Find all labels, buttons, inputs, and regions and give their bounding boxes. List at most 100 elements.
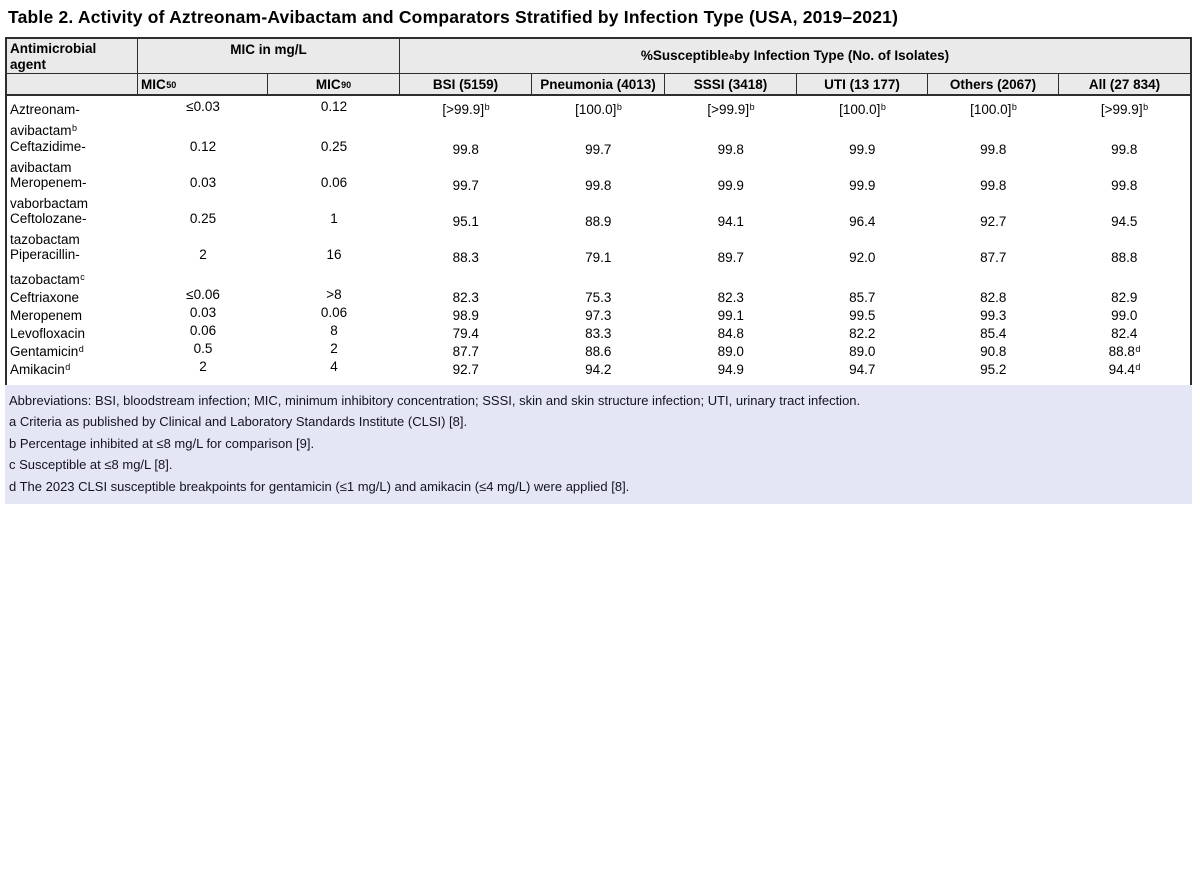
- table-row: Ceftolozane- tazobactam 0.25 1 95.1 88.9…: [7, 210, 1190, 247]
- susceptibility-value: 99.5: [849, 308, 876, 323]
- mic50-value: 0.03: [189, 305, 217, 320]
- susceptibility-value: 85.4: [980, 326, 1007, 341]
- susceptibility-value: 94.2: [585, 362, 612, 377]
- agent-name: Amikacind: [10, 362, 71, 377]
- table-row: Ceftazidime- avibactam 0.12 0.25 99.8 99…: [7, 138, 1190, 175]
- table-title: Table 2. Activity of Aztreonam-Avibactam…: [8, 7, 899, 27]
- col-all: All (27 834): [1088, 76, 1161, 92]
- col-others: Others (2067): [928, 74, 1059, 94]
- susceptibility-value: 92.7: [980, 214, 1007, 229]
- col-sssi: SSSI (3418): [665, 74, 797, 94]
- footnote-abbreviations: Abbreviations: BSI, bloodstream infectio…: [9, 393, 861, 408]
- col-group-susceptible: %Susceptible a by Infection Type (No. of …: [400, 39, 1190, 74]
- agent-name: Levofloxacin: [10, 326, 86, 341]
- agent-name: Gentamicind: [10, 344, 84, 359]
- col-mic50: MIC 50: [138, 74, 268, 94]
- mic50-value: 2: [199, 247, 207, 262]
- susceptibility-value: 79.1: [585, 250, 612, 265]
- susceptibility-value: 99.3: [980, 308, 1007, 323]
- susceptibility-value: 88.3: [452, 250, 479, 265]
- mic50-value: ≤0.06: [186, 287, 220, 302]
- susceptibility-value: 99.9: [849, 178, 876, 193]
- susceptibility-value: 99.8: [980, 142, 1007, 157]
- susceptibility-value: 88.8: [1111, 250, 1138, 265]
- susceptibility-value: 79.4: [452, 326, 479, 341]
- agent-name: Aztreonam- avibactamb: [10, 102, 80, 138]
- susceptibility-value: 99.8: [717, 142, 744, 157]
- table-body: Aztreonam- avibactamb ≤0.03 0.12 [>99.9]…: [7, 96, 1190, 385]
- table-row: Amikacind 2 4 92.7 94.2 94.9 94.7 95.2 9…: [7, 358, 1190, 382]
- susceptibility-value: 94.4d: [1108, 362, 1141, 377]
- susceptibility-value: 99.9: [849, 142, 876, 157]
- susceptibility-value: 92.0: [849, 250, 876, 265]
- susceptibility-value: 85.7: [849, 290, 876, 305]
- mic90-value: 2: [330, 341, 338, 356]
- susceptibility-value: [100.0]b: [839, 102, 886, 117]
- susceptibility-value: 92.7: [452, 362, 479, 377]
- table-header-columns: MIC 50 MIC 90 BSI (5159) Pneumonia (4013) …: [7, 74, 1190, 96]
- susceptibility-value: 94.7: [849, 362, 876, 377]
- susceptibility-value: 87.7: [452, 344, 479, 359]
- table-row: Meropenem- vaborbactam 0.03 0.06 99.7 99…: [7, 174, 1190, 211]
- mic90-value: 4: [330, 359, 338, 374]
- mic90-value: 0.06: [320, 305, 348, 320]
- susceptibility-value: 95.1: [452, 214, 479, 229]
- susceptibility-value: 87.7: [980, 250, 1007, 265]
- susceptibility-value: [>99.9]b: [442, 102, 490, 117]
- susceptibility-value: 99.8: [980, 178, 1007, 193]
- susceptibility-value: 99.7: [585, 142, 612, 157]
- susceptibility-value: 99.8: [1111, 178, 1138, 193]
- agent-name: Ceftazidime- avibactam: [10, 139, 86, 175]
- col-pneumonia: Pneumonia (4013): [532, 74, 665, 94]
- mic90-value: 16: [326, 247, 342, 262]
- mic50-value: 0.25: [189, 211, 217, 226]
- mic50-value: 0.12: [189, 139, 217, 154]
- mic90-value: 0.06: [320, 175, 348, 190]
- col-mic90: MIC 90: [268, 74, 400, 94]
- col-spacer: [7, 74, 138, 94]
- susceptibility-value: 97.3: [585, 308, 612, 323]
- susceptibility-value: 82.3: [452, 290, 479, 305]
- agent-name: Piperacillin- tazobactamc: [10, 247, 85, 287]
- table-row: Piperacillin- tazobactamc 2 16 88.3 79.1…: [7, 246, 1190, 287]
- footnote-b: b Percentage inhibited at ≤8 mg/L for co…: [9, 435, 315, 451]
- susceptibility-value: 96.4: [849, 214, 876, 229]
- susceptibility-value: [100.0]b: [575, 102, 622, 117]
- col-group-mic: MIC in mg/L: [138, 39, 400, 74]
- mic50-value: 2: [199, 359, 207, 374]
- susceptibility-value: 89.0: [717, 344, 744, 359]
- susceptibility-value: 99.1: [717, 308, 744, 323]
- table-row: Aztreonam- avibactamb ≤0.03 0.12 [>99.9]…: [7, 98, 1190, 138]
- footnote-d: d The 2023 CLSI susceptible breakpoints …: [9, 478, 630, 494]
- mic90-value: 0.12: [320, 99, 348, 114]
- susceptibility-value: 90.8: [980, 344, 1007, 359]
- table-row: Levofloxacin 0.06 8 79.4 83.3 84.8 82.2 …: [7, 322, 1190, 341]
- susceptibility-value: 99.7: [452, 178, 479, 193]
- col-bsi: BSI (5159): [400, 74, 532, 94]
- susceptibility-value: 88.6: [585, 344, 612, 359]
- susceptibility-value: 95.2: [980, 362, 1007, 377]
- footnotes: Abbreviations: BSI, bloodstream infectio…: [5, 385, 1192, 505]
- col-antimicrobial-agent: Antimicrobial agent: [7, 39, 138, 74]
- agent-name: Ceftriaxone: [10, 290, 80, 305]
- agent-name: Meropenem- vaborbactam: [10, 175, 89, 211]
- susceptibility-value: 94.1: [717, 214, 744, 229]
- mic50-value: 0.03: [189, 175, 217, 190]
- susceptibility-value: 82.8: [980, 290, 1007, 305]
- mic90-value: 8: [330, 323, 338, 338]
- susceptibility-value: 99.8: [585, 178, 612, 193]
- mic90-value: >8: [326, 287, 342, 302]
- mic50-value: 0.06: [189, 323, 217, 338]
- susceptibility-value: 89.7: [717, 250, 744, 265]
- susceptibility-value: [100.0]b: [970, 102, 1017, 117]
- footnote-a: a Criteria as published by Clinical and …: [9, 414, 468, 430]
- mic90-value: 0.25: [320, 139, 348, 154]
- agent-name: Meropenem: [10, 308, 83, 323]
- susceptibility-value: 94.9: [717, 362, 744, 377]
- susceptibility-value: [>99.9]b: [707, 102, 755, 117]
- susceptibility-value: 82.4: [1111, 326, 1138, 341]
- susceptibility-value: 83.3: [585, 326, 612, 341]
- susceptibility-value: 94.5: [1111, 214, 1138, 229]
- susceptibility-value: 82.2: [849, 326, 876, 341]
